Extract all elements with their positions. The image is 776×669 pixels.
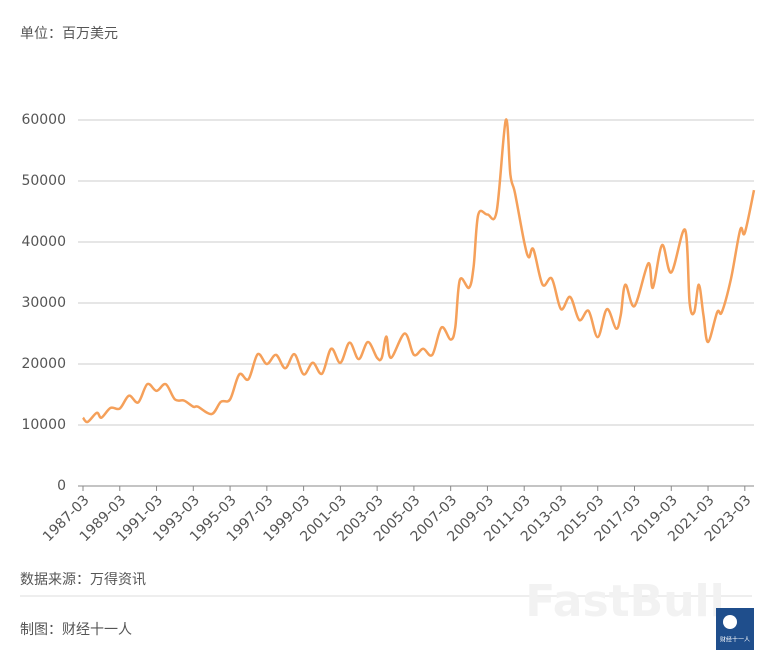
credit: 制图：财经十一人 (20, 622, 132, 638)
unit-label: 单位：百万美元 (20, 26, 118, 42)
logo-icon (723, 615, 737, 629)
y-tick-label: 40000 (21, 234, 66, 250)
y-tick-label: 50000 (21, 173, 66, 189)
logo-text: 财经十一人 (720, 636, 750, 644)
y-tick-label: 10000 (21, 417, 66, 433)
y-tick-label: 30000 (21, 295, 66, 311)
y-tick-label: 20000 (21, 356, 66, 372)
watermark: FastBull (525, 576, 724, 627)
source: 数据来源：万得资讯 (20, 571, 146, 588)
y-tick-label: 60000 (21, 112, 66, 128)
y-tick-label: 0 (57, 478, 66, 494)
logo (716, 608, 754, 650)
line (82, 118, 756, 424)
